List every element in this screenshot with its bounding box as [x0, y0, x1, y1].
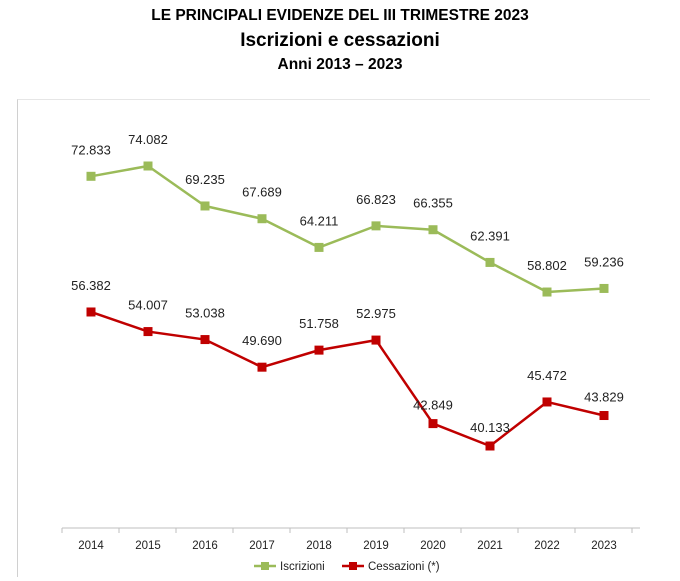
- legend: Iscrizioni Cessazioni (*): [254, 561, 440, 573]
- report-title: LE PRINCIPALI EVIDENZE DEL III TRIMESTRE…: [151, 7, 529, 24]
- data-point-marker: [542, 397, 552, 407]
- data-label: 67.689: [242, 185, 282, 200]
- data-point-marker: [257, 362, 267, 372]
- data-label: 52.975: [356, 306, 396, 321]
- chart-subtitle: Anni 2013 – 2023: [277, 56, 403, 73]
- x-tick-label: 2020: [420, 540, 446, 552]
- data-point-marker: [200, 201, 210, 211]
- series-layer: 72.833 74.082 69.235 67.689 64.211 66.823 66.3…: [71, 132, 624, 451]
- data-label: 74.082: [128, 132, 168, 147]
- data-label: 66.823: [356, 192, 396, 207]
- x-axis: 2014 2015 2016 2017 2018 2019 2020 2021 2022 2023: [61, 527, 640, 552]
- data-point-marker: [599, 411, 609, 421]
- data-point-marker: [143, 161, 153, 171]
- data-label: 42.849: [413, 398, 453, 413]
- x-tick-label: 2015: [135, 540, 161, 552]
- data-label: 51.758: [299, 316, 339, 331]
- legend-marker: [349, 562, 357, 570]
- data-label: 69.235: [185, 172, 225, 187]
- x-tick-label: 2022: [534, 540, 560, 552]
- data-point-marker: [314, 242, 324, 252]
- data-point-marker: [428, 419, 438, 429]
- data-label: 49.690: [242, 333, 282, 348]
- data-label: 72.833: [71, 142, 111, 157]
- data-label: 58.802: [527, 258, 567, 273]
- data-label: 56.382: [71, 278, 111, 293]
- data-point-marker: [314, 345, 324, 355]
- series-line-0: [90, 164, 605, 294]
- data-point-marker: [86, 307, 96, 317]
- data-label: 54.007: [128, 298, 168, 313]
- data-label: 40.133: [470, 420, 510, 435]
- data-point-marker: [428, 225, 438, 235]
- x-tick-label: 2018: [306, 540, 332, 552]
- data-label: 59.236: [584, 254, 624, 269]
- data-point-marker: [86, 171, 96, 181]
- x-tick-label: 2017: [249, 540, 275, 552]
- data-label: 62.391: [470, 228, 510, 243]
- data-point-marker: [485, 257, 495, 267]
- data-point-marker: [143, 327, 153, 337]
- data-point-marker: [485, 441, 495, 451]
- x-tick-label: 2021: [477, 540, 503, 552]
- legend-label: Cessazioni (*): [368, 561, 440, 573]
- data-label: 43.829: [584, 390, 624, 405]
- chart-title: Iscrizioni e cessazioni: [240, 30, 440, 51]
- data-point-marker: [371, 221, 381, 231]
- legend-marker: [261, 562, 269, 570]
- data-point-marker: [542, 287, 552, 297]
- data-label: 45.472: [527, 368, 567, 383]
- data-label: 53.038: [185, 306, 225, 321]
- x-tick-label: 2019: [363, 540, 389, 552]
- legend-label: Iscrizioni: [280, 561, 325, 573]
- x-tick-label: 2014: [78, 540, 104, 552]
- chart-frame: [17, 99, 650, 577]
- data-point-marker: [599, 283, 609, 293]
- data-label: 66.355: [413, 196, 453, 211]
- x-tick-label: 2023: [591, 540, 617, 552]
- series-line-1: [90, 310, 605, 448]
- data-point-marker: [200, 335, 210, 345]
- x-tick-label: 2016: [192, 540, 218, 552]
- data-point-marker: [371, 335, 381, 345]
- data-label: 64.211: [300, 213, 339, 228]
- data-point-marker: [257, 214, 267, 224]
